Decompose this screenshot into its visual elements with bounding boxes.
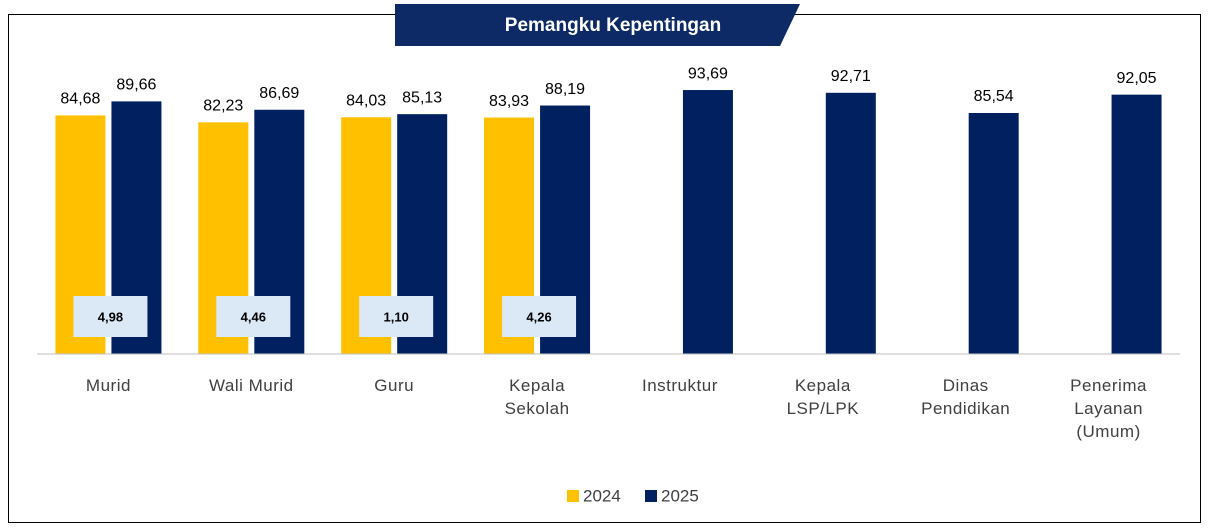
- difference-box: [73, 296, 148, 337]
- value-label: 92,71: [831, 68, 871, 85]
- title-banner: [395, 4, 800, 46]
- x-tick-label: Kepala LSP/LPK: [786, 376, 860, 418]
- x-tick-label: Kepala Sekolah: [504, 376, 570, 418]
- x-tick-label: Penerima Layanan (Umum): [1070, 376, 1147, 441]
- difference-box: [216, 296, 291, 337]
- value-label: 85,13: [402, 89, 442, 106]
- legend-swatch: [645, 490, 657, 502]
- x-tick-label: Dinas Pendidikan: [921, 376, 1011, 418]
- value-label: 88,19: [545, 81, 585, 98]
- difference-box: [502, 296, 577, 337]
- legend-label: 2024: [583, 486, 621, 505]
- difference-label: 1,10: [384, 309, 409, 324]
- legend-label: 2025: [661, 486, 699, 505]
- bar: [825, 92, 876, 354]
- difference-box: [359, 296, 434, 337]
- x-tick-label: Murid: [85, 376, 131, 395]
- x-tick-label: Guru: [374, 376, 415, 395]
- value-label: 86,69: [259, 85, 299, 102]
- value-label: 83,93: [489, 93, 529, 110]
- bar: [1111, 94, 1162, 355]
- value-label: 84,68: [60, 91, 100, 108]
- x-tick-label: Wali Murid: [208, 376, 294, 395]
- difference-label: 4,46: [241, 309, 266, 324]
- value-label: 89,66: [116, 77, 156, 94]
- x-tick-label: Instruktur: [642, 376, 718, 395]
- legend-swatch: [567, 490, 579, 502]
- value-label: 84,03: [346, 92, 386, 109]
- bar: [968, 113, 1019, 354]
- difference-label: 4,98: [98, 309, 123, 324]
- difference-label: 4,26: [526, 309, 551, 324]
- value-label: 93,69: [688, 65, 728, 82]
- chart-title: Pemangku Kepentingan: [505, 15, 721, 36]
- value-label: 85,54: [974, 88, 1014, 105]
- chart-frame: [8, 14, 1201, 523]
- value-label: 92,05: [1117, 70, 1157, 87]
- value-label: 82,23: [203, 98, 243, 115]
- bar: [682, 90, 733, 355]
